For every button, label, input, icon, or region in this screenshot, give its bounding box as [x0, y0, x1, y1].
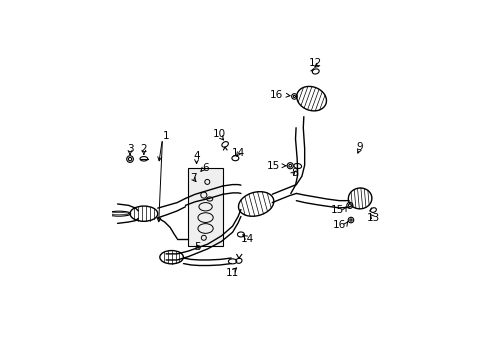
Circle shape	[349, 219, 351, 221]
Circle shape	[293, 95, 295, 98]
Text: 2: 2	[140, 144, 147, 153]
Text: 16: 16	[269, 90, 283, 100]
Text: 1: 1	[163, 131, 169, 141]
Text: 9: 9	[356, 142, 362, 152]
Text: 13: 13	[366, 213, 379, 224]
Circle shape	[288, 164, 291, 167]
Text: 10: 10	[213, 129, 225, 139]
Text: 3: 3	[126, 144, 133, 153]
Text: 15: 15	[330, 205, 343, 215]
Text: 15: 15	[266, 161, 280, 171]
Text: 4: 4	[193, 151, 200, 161]
Text: 12: 12	[308, 58, 322, 68]
Bar	[188, 168, 223, 246]
Circle shape	[128, 157, 131, 161]
Ellipse shape	[108, 212, 129, 215]
Text: 14: 14	[231, 148, 244, 158]
Text: 16: 16	[332, 220, 345, 230]
Text: 11: 11	[225, 268, 239, 278]
Text: 5: 5	[194, 243, 200, 252]
Text: 8: 8	[291, 168, 298, 179]
Text: 6: 6	[202, 163, 208, 173]
Text: 14: 14	[240, 234, 253, 244]
Circle shape	[348, 204, 350, 207]
Text: 7: 7	[189, 174, 196, 184]
